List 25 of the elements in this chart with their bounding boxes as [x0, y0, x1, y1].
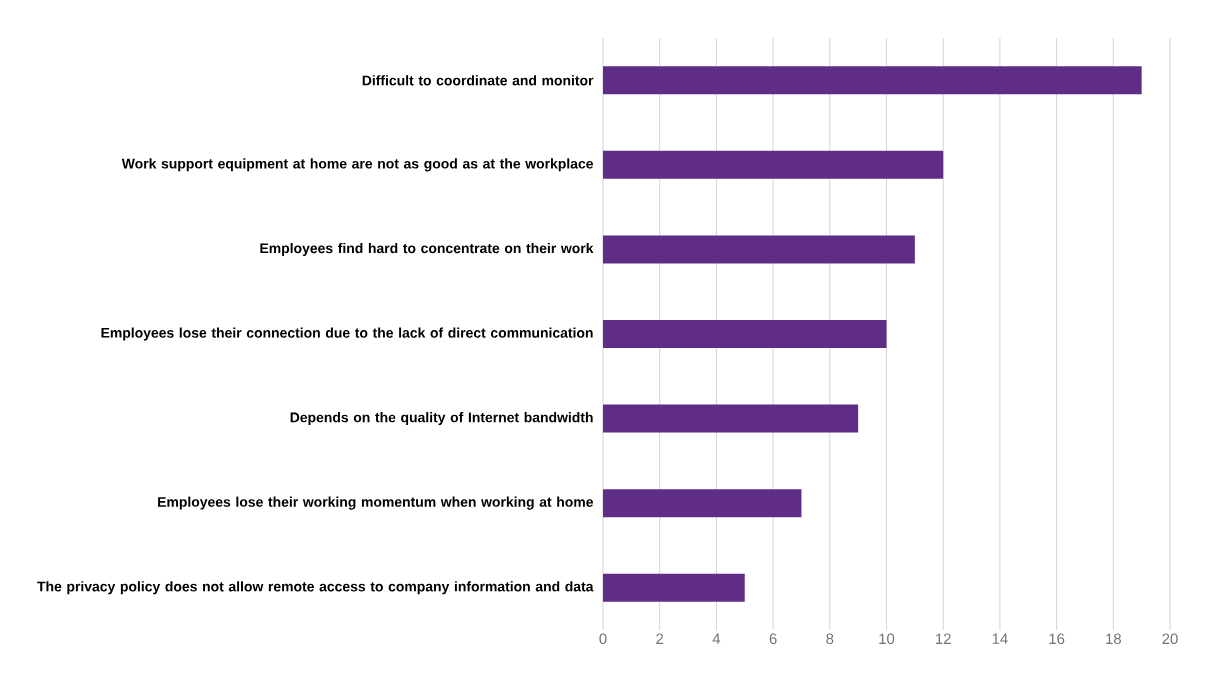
y-tick-label: Difficult to coordinate and monitor — [362, 75, 594, 86]
y-tick-label: Work support equipment at home are not as good as at the workplace — [121, 158, 593, 172]
x-tick-label: 8 — [826, 633, 834, 645]
x-tick-label: 18 — [1106, 633, 1121, 645]
bar — [603, 66, 1142, 95]
y-tick-label: Employees lose their working momentum when working at home — [158, 496, 594, 510]
bar — [603, 320, 887, 349]
x-tick-label: 12 — [936, 633, 951, 644]
y-tick-label: Depends on the quality of Internet bandwidth — [290, 412, 593, 426]
x-tick-label: 16 — [1049, 633, 1065, 645]
x-tick-label: 6 — [769, 633, 777, 645]
bar — [603, 404, 859, 433]
x-tick-label: 2 — [656, 633, 664, 644]
bar — [603, 573, 745, 602]
bar — [603, 150, 944, 179]
y-tick-label: Employees find hard to concentrate on their work — [260, 242, 594, 256]
bar — [603, 235, 915, 264]
x-tick-label: 4 — [712, 633, 721, 644]
bar — [603, 489, 802, 518]
x-tick-label: 0 — [599, 633, 607, 645]
x-tick-label: 14 — [992, 633, 1008, 644]
x-tick-label: 10 — [879, 633, 895, 645]
y-tick-label: Employees lose their connection due to the lack of direct communication — [101, 327, 593, 341]
y-tick-label: The privacy policy does not allow remote access to company information and data — [37, 581, 594, 595]
x-tick-label: 20 — [1162, 633, 1178, 645]
